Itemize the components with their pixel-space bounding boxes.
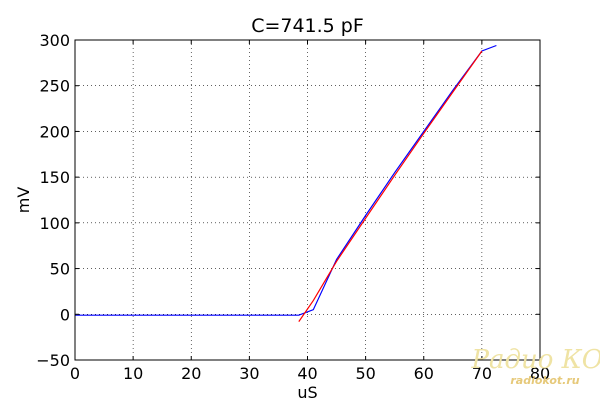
watermark-logo: Радио КОТ radiokot.ru — [471, 345, 600, 387]
y-tick-label: 150 — [39, 168, 70, 187]
x-tick-label: 30 — [239, 364, 259, 383]
x-tick-label: 40 — [297, 364, 317, 383]
watermark-url-text: radiokot.ru — [510, 374, 579, 387]
x-tick-label: 70 — [472, 364, 492, 383]
y-tick-label: 50 — [50, 260, 70, 279]
plot-lines — [75, 44, 497, 322]
y-tick-label: −50 — [36, 351, 70, 370]
x-tick-label: 60 — [414, 364, 434, 383]
x-tick-label: 80 — [530, 364, 550, 383]
series-line-1 — [75, 44, 497, 316]
chart-title: C=741.5 pF — [251, 15, 364, 37]
x-axis-label: uS — [297, 383, 317, 400]
y-axis-label: mV — [14, 187, 33, 214]
y-tick-label: 200 — [39, 122, 70, 141]
x-tick-label: 10 — [123, 364, 143, 383]
series-line-2 — [298, 50, 483, 322]
watermark-main-text: Радио КОТ — [471, 345, 600, 375]
x-tick-label: 20 — [181, 364, 201, 383]
y-tick-label: 100 — [39, 214, 70, 233]
grid — [75, 40, 540, 360]
x-tick-label: 50 — [355, 364, 375, 383]
x-tick-label: 0 — [70, 364, 80, 383]
y-tick-label: 300 — [39, 31, 70, 50]
y-tick-label: 0 — [60, 305, 70, 324]
y-tick-label: 250 — [39, 77, 70, 96]
